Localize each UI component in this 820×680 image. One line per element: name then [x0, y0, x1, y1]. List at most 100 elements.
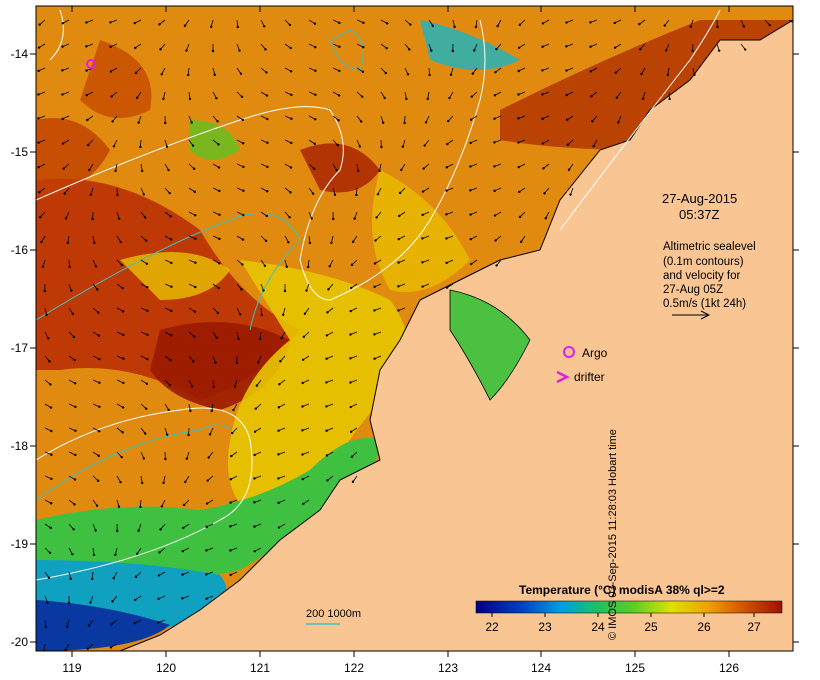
- velocity-arrow-head: [121, 310, 125, 313]
- velocity-arrow-head: [689, 25, 693, 28]
- velocity-arrow-head: [614, 71, 617, 74]
- velocity-arrow-head: [361, 70, 365, 73]
- velocity-arrow-head: [139, 505, 142, 509]
- velocity-arrow-head: [421, 190, 425, 193]
- velocity-arrows: [37, 19, 793, 651]
- velocity-arrow-head: [590, 95, 593, 98]
- velocity-arrow-head: [301, 429, 304, 432]
- velocity-arrow-head: [693, 73, 696, 77]
- velocity-arrow-head: [61, 117, 64, 121]
- velocity-arrow-head: [70, 289, 73, 292]
- velocity-arrow-head: [64, 217, 68, 220]
- velocity-arrow-head: [493, 117, 496, 120]
- velocity-arrow-head: [117, 217, 121, 220]
- velocity-arrow-head: [280, 336, 283, 340]
- drifter-legend-label: drifter: [574, 370, 605, 384]
- colorbar-tick-label: 22: [485, 620, 499, 634]
- velocity-arrow-head: [188, 97, 192, 101]
- velocity-arrow-head: [140, 169, 144, 173]
- velocity-arrow-head: [301, 381, 304, 385]
- velocity-arrow-head: [134, 575, 138, 579]
- velocity-arrow-head: [162, 97, 165, 101]
- velocity-arrow-head: [327, 288, 330, 291]
- velocity-arrow-head: [112, 145, 116, 148]
- velocity-arrow-head: [397, 237, 400, 241]
- velocity-arrow-head: [117, 505, 121, 508]
- velocity-arrow-head: [266, 165, 269, 169]
- velocity-arrow-head: [212, 385, 215, 389]
- velocity-arrow-head: [122, 357, 125, 360]
- velocity-arrow-head: [45, 313, 48, 317]
- velocity-arrow-head: [361, 95, 364, 98]
- velocity-arrow-head: [349, 430, 353, 434]
- velocity-arrow-head: [159, 48, 162, 51]
- velocity-arrow-head: [277, 406, 281, 409]
- velocity-arrow-head: [421, 261, 424, 264]
- velocity-arrow-head: [50, 429, 53, 433]
- velocity-arrow-head: [403, 121, 406, 125]
- velocity-arrow-head: [305, 289, 308, 292]
- velocity-arrow-head: [400, 168, 403, 172]
- velocity-arrow-head: [93, 241, 96, 245]
- velocity-arrow-head: [287, 240, 290, 244]
- velocity-arrow-head: [567, 168, 571, 171]
- velocity-arrow-head: [517, 141, 520, 144]
- velocity-arrow-head: [157, 597, 160, 601]
- velocity-arrow-head: [137, 529, 140, 532]
- velocity-arrow-head: [237, 337, 240, 341]
- velocity-arrow-head: [146, 357, 149, 361]
- velocity-arrow-head: [469, 165, 472, 168]
- velocity-arrow-head: [446, 142, 449, 146]
- velocity-arrow-head: [217, 143, 220, 146]
- velocity-arrow-head: [283, 289, 287, 293]
- velocity-arrow-head: [144, 432, 147, 435]
- velocity-arrow-head: [98, 429, 101, 433]
- lon-tick-label: 119: [62, 661, 81, 675]
- velocity-arrow-head: [373, 262, 377, 265]
- velocity-arrow-head: [190, 385, 194, 388]
- lat-tick-label: -18: [11, 439, 29, 453]
- velocity-arrow-head: [111, 600, 114, 603]
- velocity-arrow-head: [164, 457, 167, 461]
- velocity-arrow-head: [447, 119, 450, 123]
- velocity-arrow-head: [277, 429, 280, 432]
- velocity-arrow-head: [122, 333, 125, 337]
- velocity-arrow-head: [241, 263, 244, 266]
- velocity-arrow-head: [218, 213, 221, 216]
- velocity-arrow-head: [493, 94, 497, 97]
- velocity-arrow-head: [119, 240, 122, 244]
- velocity-arrow-head: [71, 312, 75, 316]
- velocity-arrow-head: [182, 503, 186, 507]
- velocity-arrow-head: [193, 335, 196, 338]
- velocity-arrow-head: [215, 336, 218, 340]
- velocity-arrow-head: [160, 505, 164, 508]
- velocity-arrow-head: [541, 142, 545, 145]
- velocity-arrow-head: [85, 45, 88, 48]
- velocity-arrow-head: [205, 597, 208, 600]
- velocity-arrow-head: [617, 121, 620, 124]
- velocity-arrow-head: [338, 21, 341, 25]
- velocity-arrow-head: [193, 310, 197, 313]
- velocity-arrow-head: [120, 263, 124, 267]
- velocity-arrow-head: [85, 93, 88, 97]
- velocity-arrow-head: [133, 21, 136, 25]
- velocity-arrow-head: [92, 553, 96, 557]
- velocity-info: Altimetric sealevel (0.1m contours) and …: [663, 241, 756, 320]
- velocity-arrow-head: [218, 237, 221, 241]
- velocity-arrow-head: [385, 22, 389, 25]
- velocity-arrow-head: [385, 46, 388, 50]
- credit-text: © IMOS 03-Sep-2015 11:28:03 Hobart time: [607, 429, 620, 640]
- velocity-arrow-head: [405, 97, 408, 101]
- velocity-arrow-head: [208, 433, 212, 436]
- velocity-arrow-head: [61, 45, 64, 48]
- velocity-arrow-head: [111, 120, 114, 123]
- sealevel-contours: [36, 9, 721, 581]
- velocity-arrow-head: [211, 49, 215, 53]
- velocity-arrow-head: [423, 144, 426, 147]
- velocity-arrow-head: [691, 49, 694, 53]
- velocity-arrow-head: [289, 191, 292, 194]
- lon-tick-label: 126: [719, 661, 739, 675]
- velocity-arrow-head: [98, 405, 101, 408]
- velocity-arrow-head: [86, 118, 89, 122]
- velocity-arrow-head: [253, 525, 256, 528]
